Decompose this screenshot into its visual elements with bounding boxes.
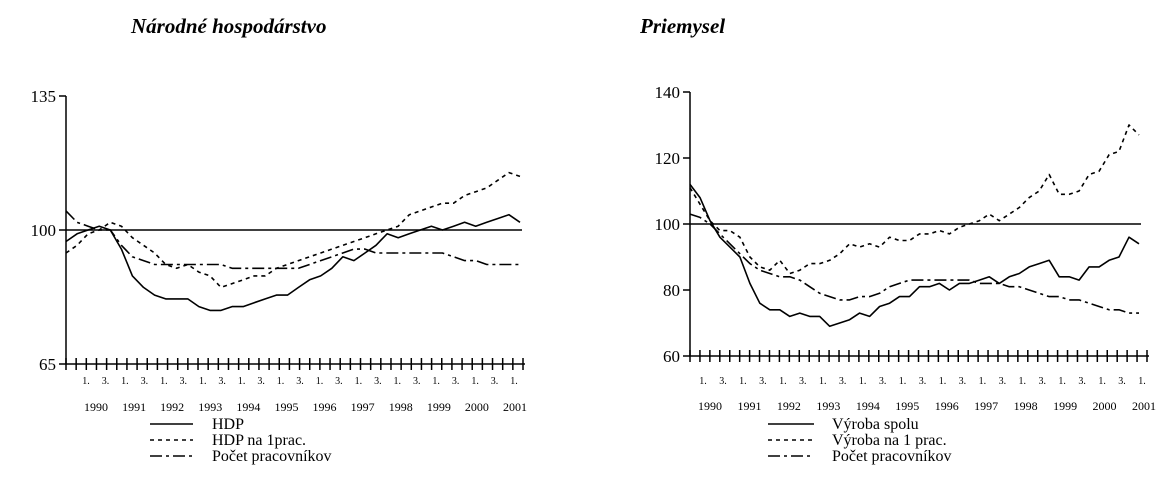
x-year-label: 2001 (1132, 399, 1156, 413)
y-tick-label: 80 (663, 281, 680, 300)
x-year-label: 1993 (198, 400, 222, 414)
chart-narodne-hospodarstvo: 65 100 135 1. 3. 1. 3. 1. 3. 1. 3. 1. 3. 1. 3. 1. 3. 1. 3.… (31, 87, 528, 465)
x-quarter-label: 1. (779, 376, 787, 387)
x-quarter-label: 3. (491, 376, 499, 387)
x-quarter-label: 1. (1058, 376, 1066, 387)
x-year-label: 1997 (351, 400, 375, 414)
x-year-label: 1996 (313, 400, 337, 414)
x-quarter-label: 3. (141, 376, 149, 387)
y-tick-label: 100 (31, 221, 57, 240)
series-line-2 (65, 171, 521, 289)
y-tick-label: 65 (39, 355, 56, 374)
x-quarter-label: 3. (1038, 376, 1046, 387)
chart-title-narodne: Národné hospodárstvo (131, 14, 327, 38)
x-quarter-label: 3. (1118, 376, 1126, 387)
x-quarter-label: 1. (939, 376, 947, 387)
x-quarter-label: 1. (432, 376, 440, 387)
series-line-3 (689, 213, 1139, 314)
series-line-3 (65, 210, 520, 270)
x-quarter-label: 1. (121, 376, 129, 387)
y-tick-label: 60 (663, 347, 680, 366)
x-year-label: 1992 (777, 399, 801, 413)
x-year-label: 1991 (737, 399, 761, 413)
x-year-label: 1996 (935, 399, 959, 413)
x-year-label: 1992 (160, 400, 184, 414)
x-quarter-label: 3. (799, 376, 807, 387)
x-quarter-label: 3. (879, 376, 887, 387)
x-year-label: 1999 (1053, 399, 1077, 413)
x-year-label: 1995 (895, 399, 919, 413)
x-year-label: 1994 (856, 399, 880, 413)
x-year-label: 1993 (816, 399, 840, 413)
x-quarter-label: 1. (82, 376, 90, 387)
x-quarter-label: 3. (452, 376, 460, 387)
x-year-label: 1999 (427, 400, 451, 414)
x-quarter-label: 1. (471, 376, 479, 387)
x-year-label: 1995 (274, 400, 298, 414)
x-quarter-label: 1. (160, 376, 168, 387)
chart-title-priemysel: Priemysel (640, 14, 726, 38)
x-quarter-label: 3. (374, 376, 382, 387)
legend-label-1: HDP (212, 416, 244, 433)
series-line-1 (689, 183, 1140, 328)
x-quarter-label: 3. (719, 376, 727, 387)
x-quarter-label: 3. (759, 376, 767, 387)
x-quarter-label: 1. (355, 376, 363, 387)
y-tick-label: 120 (655, 149, 681, 168)
x-year-label: 1990 (698, 399, 722, 413)
x-quarter-label: 1. (1019, 376, 1027, 387)
legend-label-1: Výroba spolu (832, 416, 919, 433)
x-quarter-label: 1. (394, 376, 402, 387)
x-quarter-label: 1. (199, 376, 207, 387)
x-quarter-label: 3. (257, 376, 265, 387)
legend-label-3: Počet pracovníkov (832, 448, 952, 465)
x-quarter-label: 3. (296, 376, 304, 387)
x-quarter-label: 3. (999, 376, 1007, 387)
x-quarter-label: 3. (102, 376, 110, 387)
x-quarter-label: 1. (277, 376, 285, 387)
series-line-2 (689, 124, 1140, 275)
x-quarter-label: 1. (819, 376, 827, 387)
y-tick-label: 100 (655, 215, 681, 234)
x-quarter-label: 3. (413, 376, 421, 387)
x-quarter-label: 3. (1078, 376, 1086, 387)
x-year-label: 1991 (122, 400, 146, 414)
y-tick-label: 135 (31, 87, 57, 106)
x-quarter-label: 1. (238, 376, 246, 387)
x-quarter-label: 3. (839, 376, 847, 387)
x-year-label: 2000 (1093, 399, 1117, 413)
x-quarter-label: 1. (899, 376, 907, 387)
x-year-label: 2001 (503, 400, 527, 414)
x-quarter-label: 3. (959, 376, 967, 387)
x-quarter-label: 3. (218, 376, 226, 387)
legend-label-2: HDP na 1prac. (212, 432, 306, 449)
x-year-label: 1990 (84, 400, 108, 414)
x-quarter-label: 1. (1098, 376, 1106, 387)
x-quarter-label: 3. (335, 376, 343, 387)
x-quarter-label: 1. (739, 376, 747, 387)
x-quarter-label: 1. (699, 376, 707, 387)
x-year-label: 1998 (389, 400, 413, 414)
x-year-label: 1998 (1014, 399, 1038, 413)
x-year-label: 1994 (236, 400, 260, 414)
legend-label-3: Počet pracovníkov (212, 448, 332, 465)
x-quarter-label: 1. (1138, 376, 1146, 387)
y-tick-label: 140 (655, 83, 681, 102)
chart-priemysel: 60 80 100 120 140 1. 3. 1. 3. 1. 3. 1. 3. 1. 3. 1. 3. 1. 3… (655, 83, 1157, 465)
series-line-1 (65, 213, 521, 312)
x-quarter-label: 1. (859, 376, 867, 387)
x-quarter-label: 1. (979, 376, 987, 387)
x-quarter-label: 3. (919, 376, 927, 387)
x-quarter-label: 1. (316, 376, 324, 387)
x-quarter-label: 3. (180, 376, 188, 387)
legend-label-2: Výroba na 1 prac. (832, 432, 947, 449)
x-year-label: 2000 (465, 400, 489, 414)
x-quarter-label: 1. (510, 376, 518, 387)
x-year-label: 1997 (974, 399, 998, 413)
